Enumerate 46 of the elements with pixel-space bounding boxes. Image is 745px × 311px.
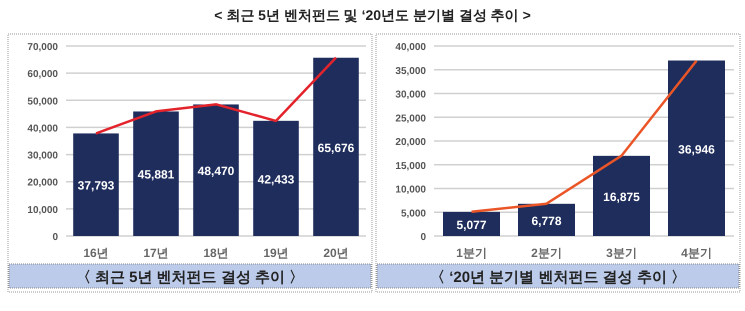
y-tick-label: 35,000 [395, 66, 426, 77]
x-tick-label: 20년 [323, 246, 349, 260]
text: 〈 ‘20년 분기별 벤처펀드 결성 추이 〉 [430, 269, 686, 286]
bar [73, 133, 119, 236]
y-tick-label: 50,000 [27, 96, 58, 108]
x-tick-label: 2분기 [531, 246, 562, 260]
x-tick-label: 16년 [83, 246, 109, 260]
data-label: 5,077 [456, 218, 487, 232]
y-tick-label: 5,000 [400, 208, 426, 220]
y-tick-label: 30,000 [27, 150, 58, 162]
x-tick-label: 18년 [203, 246, 229, 260]
x-tick-label: 3분기 [606, 246, 637, 260]
bar [133, 111, 179, 236]
y-tick-label: 10,000 [395, 184, 426, 196]
x-tick-label: 17년 [143, 246, 169, 260]
bar [193, 104, 239, 236]
y-tick-label: 0 [52, 232, 58, 243]
x-tick-label: 1분기 [456, 246, 487, 260]
data-label: 36,946 [678, 142, 716, 156]
bar [593, 156, 650, 236]
bar [253, 120, 299, 236]
data-label: 45,881 [138, 168, 175, 182]
x-tick-label: 19년 [263, 246, 289, 260]
y-tick-label: 10,000 [27, 204, 58, 216]
data-label: 65,676 [318, 140, 355, 155]
y-tick-label: 60,000 [27, 69, 58, 80]
chart-title: < 최근 5년 벤처펀드 및 ‘20년도 분기별 결성 추이 > [214, 7, 531, 23]
y-tick-label: 70,000 [27, 42, 58, 53]
y-tick-label: 40,000 [27, 123, 58, 134]
y-tick-label: 20,000 [27, 178, 58, 189]
y-tick-label: 40,000 [395, 42, 426, 53]
y-tick-label: 30,000 [395, 90, 426, 100]
bar [313, 58, 359, 236]
data-label: 6,778 [531, 214, 562, 228]
line-series [94, 56, 338, 135]
x-tick-label: 4분기 [681, 246, 712, 260]
data-label: 37,793 [78, 178, 115, 193]
y-tick-label: 15,000 [395, 160, 426, 172]
y-tick-label: 25,000 [395, 113, 426, 124]
data-label: 48,470 [198, 164, 235, 178]
bar [668, 60, 725, 236]
y-tick-label: 20,000 [395, 137, 426, 148]
y-tick-label: 0 [420, 232, 426, 243]
data-label: 42,433 [258, 172, 295, 186]
text: 〈 최근 5년 벤처펀드 결성 추이 〉 [76, 269, 304, 286]
data-label: 16,875 [603, 190, 640, 204]
